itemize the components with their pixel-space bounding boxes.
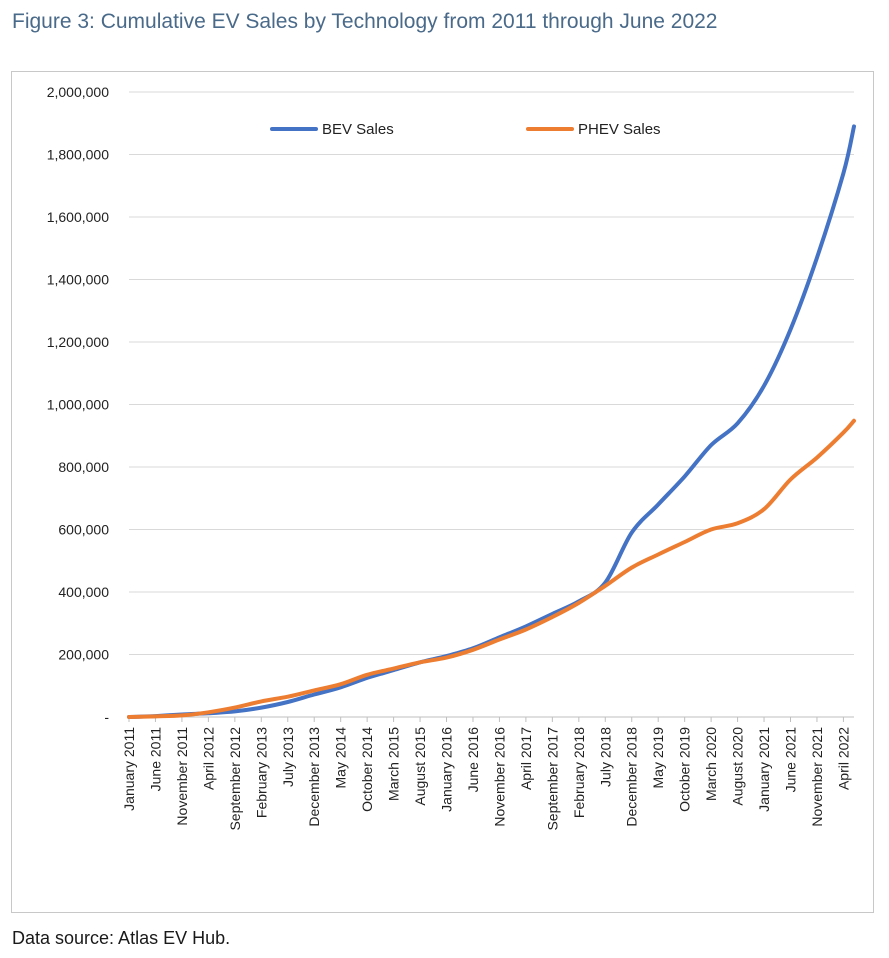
y-tick-label: 1,800,000	[47, 147, 109, 163]
y-tick-label: 1,400,000	[47, 272, 109, 288]
figure-title: Figure 3: Cumulative EV Sales by Technol…	[12, 10, 718, 33]
y-tick-label: 400,000	[58, 584, 109, 600]
x-tick-label: May 2014	[333, 727, 349, 789]
x-tick-label: April 2022	[835, 727, 851, 790]
series-lines	[127, 124, 856, 719]
x-tick-label: June 2011	[147, 727, 163, 792]
x-tick-label: October 2019	[677, 727, 693, 812]
x-tick-label: August 2020	[730, 727, 746, 806]
x-tick-label: December 2013	[306, 727, 322, 827]
x-tick-label: April 2017	[518, 727, 534, 790]
data-source-note: Data source: Atlas EV Hub.	[12, 928, 231, 948]
y-tick-label: 2,000,000	[47, 84, 109, 100]
legend-label: BEV Sales	[322, 121, 394, 138]
x-tick-label: July 2013	[280, 727, 296, 787]
legend-label: PHEV Sales	[578, 121, 661, 138]
series-line-bev-sales	[127, 124, 856, 719]
series-line-phev-sales	[127, 418, 856, 719]
x-axis-ticks: January 2011 June 2011 November 2011 April …	[121, 717, 851, 831]
x-tick-label: February 2013	[253, 727, 269, 818]
x-tick-label: February 2018	[571, 727, 587, 818]
x-tick-label: June 2016	[465, 727, 481, 793]
x-tick-label: December 2018	[624, 727, 640, 827]
y-tick-label: 1,600,000	[47, 209, 109, 225]
y-tick-label: 800,000	[58, 459, 109, 475]
x-tick-label: April 2012	[200, 727, 216, 790]
x-tick-label: May 2019	[650, 727, 666, 789]
y-tick-label: 1,000,000	[47, 397, 109, 413]
x-tick-label: August 2015	[412, 727, 428, 806]
gridlines	[129, 91, 854, 718]
x-tick-label: March 2020	[703, 727, 719, 801]
line-chart: - 200,000 400,000 600,000 800,000 1,000,000 1,…	[47, 84, 856, 831]
x-tick-label: November 2011	[174, 727, 190, 826]
y-tick-label: 1,200,000	[47, 334, 109, 350]
y-tick-label: 200,000	[58, 647, 109, 663]
y-tick-label: 600,000	[58, 522, 109, 538]
x-tick-label: November 2021	[809, 727, 825, 827]
x-tick-label: September 2012	[227, 727, 243, 831]
x-tick-label: March 2015	[386, 727, 402, 801]
x-tick-label: October 2014	[359, 727, 375, 812]
x-tick-label: November 2016	[491, 727, 507, 827]
x-tick-label: January 2011	[121, 727, 137, 811]
legend: BEV Sales PHEV Sales	[270, 121, 661, 138]
x-tick-label: September 2017	[544, 727, 560, 831]
x-tick-label: January 2021	[756, 727, 772, 812]
y-axis-ticks: - 200,000 400,000 600,000 800,000 1,000,000 1,…	[47, 84, 110, 725]
x-tick-label: January 2016	[439, 727, 455, 812]
chart-frame: - 200,000 400,000 600,000 800,000 1,000,000 1,…	[11, 71, 874, 913]
y-tick-label: -	[104, 709, 109, 725]
x-tick-label: July 2018	[597, 727, 613, 787]
x-tick-label: June 2021	[782, 727, 798, 793]
